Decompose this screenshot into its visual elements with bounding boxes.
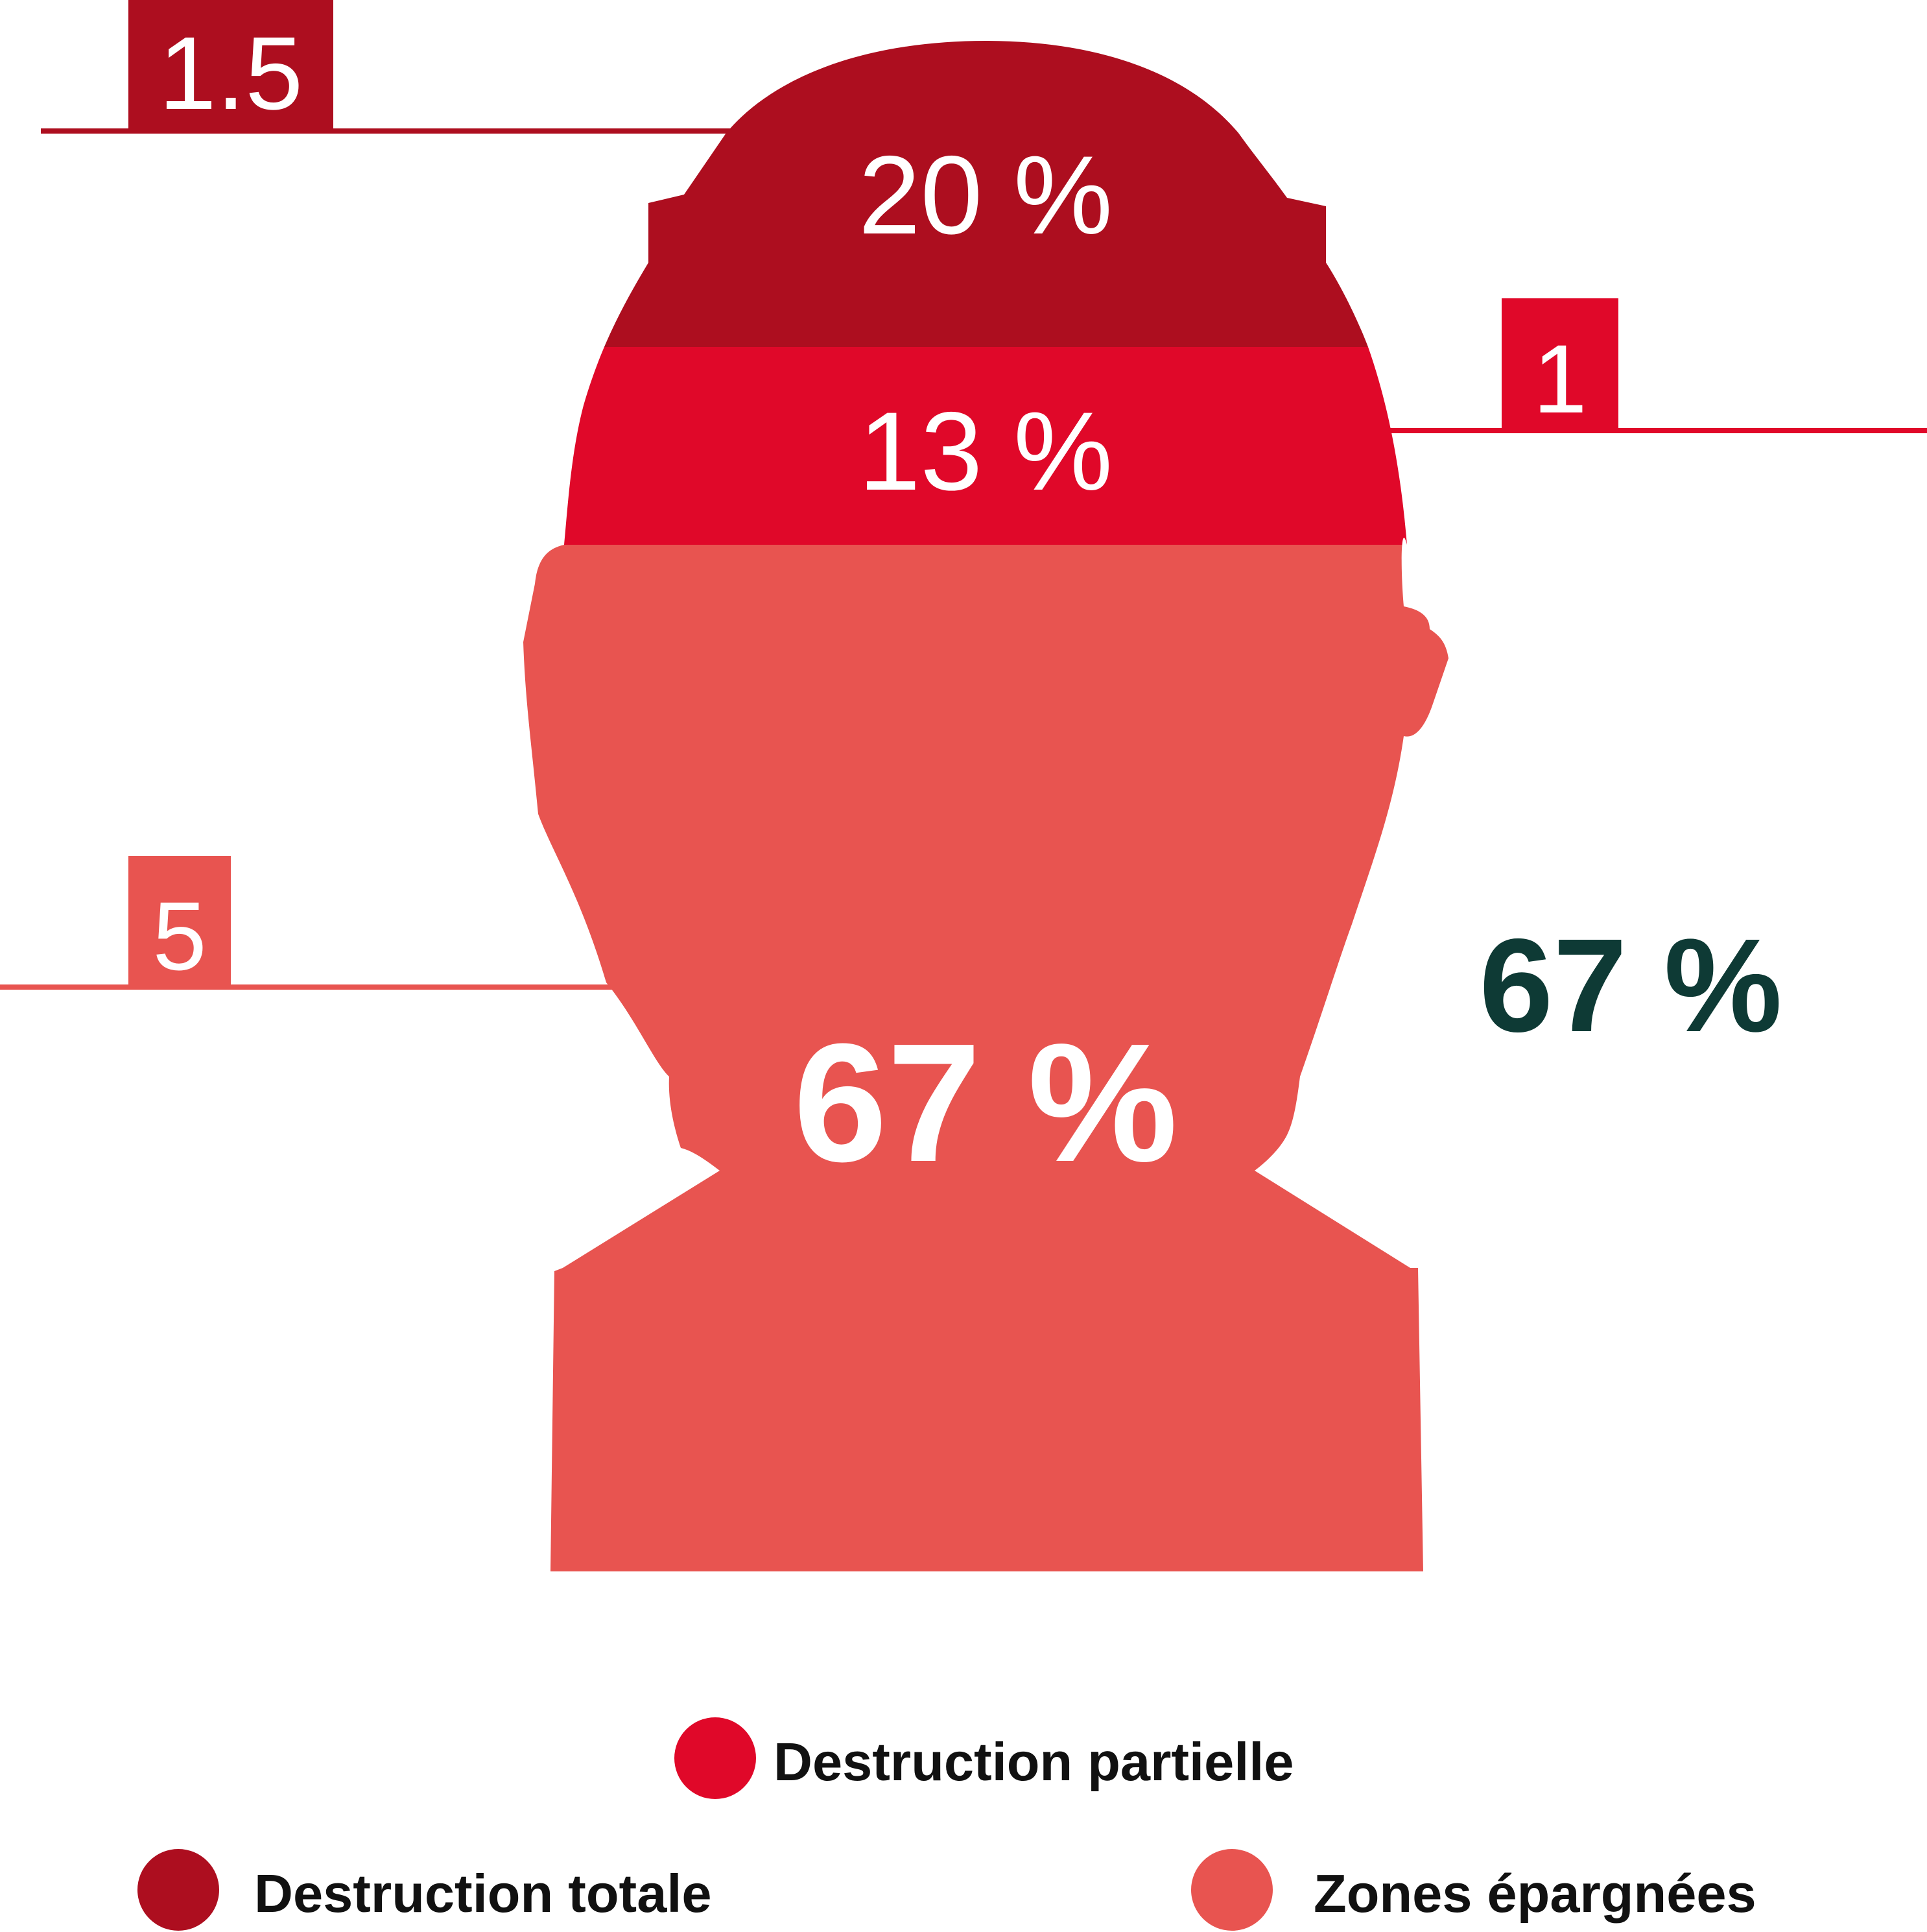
head-silhouette	[523, 41, 1448, 1571]
legend-swatch-destruction-totale	[137, 1849, 219, 1931]
legend-swatch-zones-epargnees	[1191, 1849, 1273, 1931]
legend: Destruction partielle Destruction totale…	[137, 1717, 1756, 1931]
value-label-total: 20 %	[858, 133, 1113, 257]
height-box-total	[128, 0, 333, 131]
segment-destruction-partielle	[523, 347, 1448, 545]
side-value-label: 67 %	[1479, 911, 1782, 1060]
height-label-partial: 1	[1533, 324, 1587, 433]
legend-label-zones-epargnees: Zones épargnées	[1314, 1863, 1756, 1924]
height-label-total: 1.5	[159, 15, 303, 131]
height-box-partial	[1502, 298, 1618, 431]
height-label-spared: 5	[152, 881, 206, 990]
legend-swatch-destruction-partielle	[674, 1717, 756, 1799]
legend-label-destruction-totale: Destruction totale	[254, 1863, 712, 1924]
segment-zones-epargnees	[523, 545, 1448, 1571]
value-label-spared: 67 %	[794, 1009, 1178, 1197]
height-box-spared	[128, 856, 231, 987]
value-label-partial: 13 %	[858, 389, 1113, 514]
legend-label-destruction-partielle: Destruction partielle	[774, 1732, 1294, 1792]
